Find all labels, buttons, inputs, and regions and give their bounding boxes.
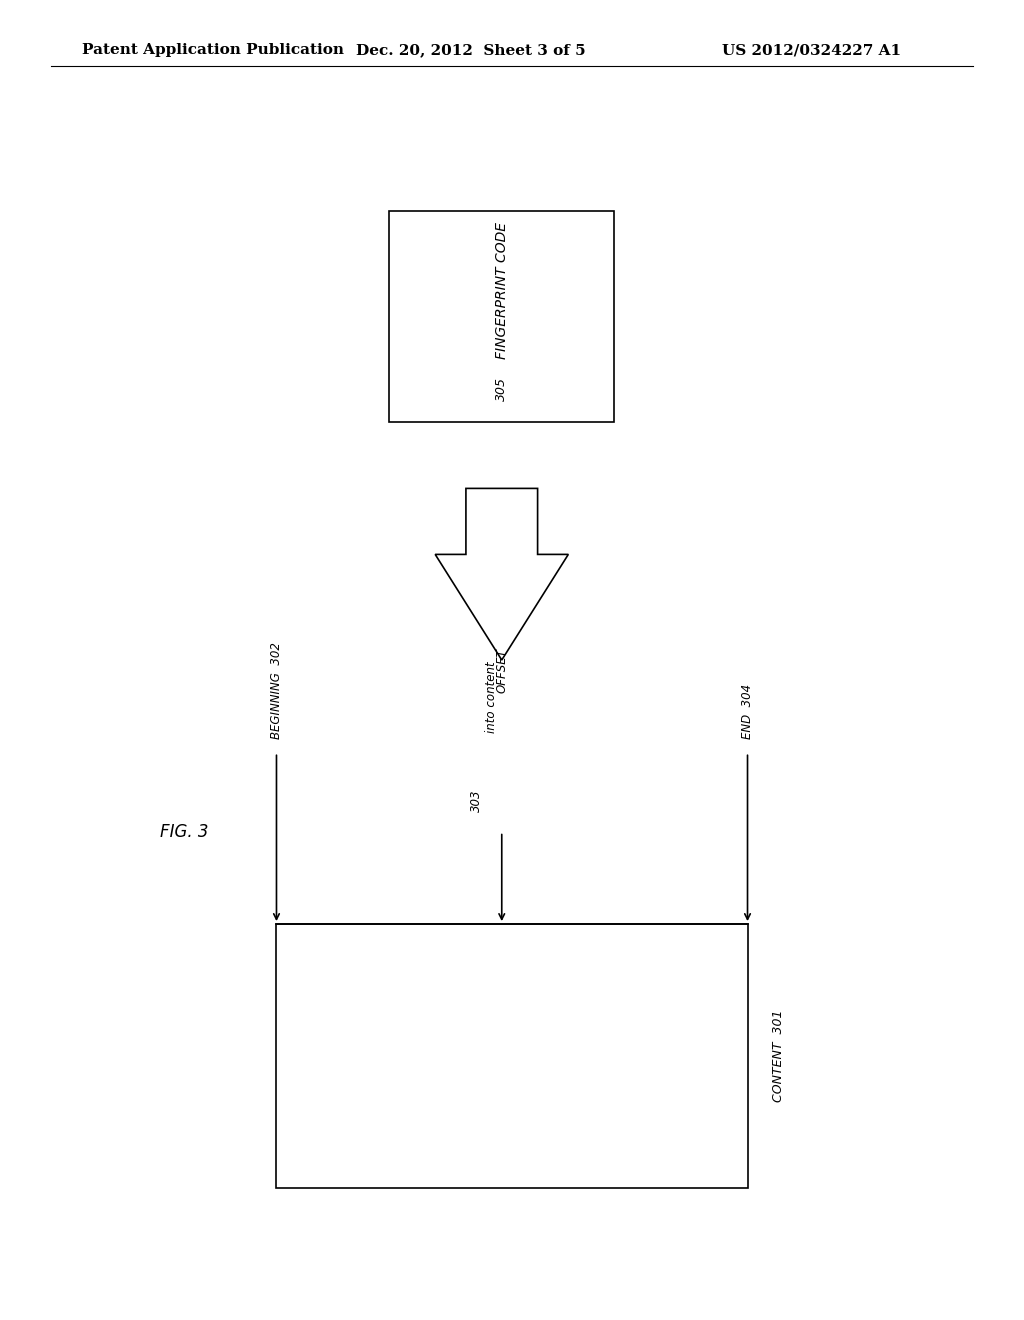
Bar (276, 924, 748, 1188)
Bar (389, 211, 614, 422)
Polygon shape (435, 488, 568, 660)
Text: 303: 303 (470, 789, 482, 812)
Text: Patent Application Publication: Patent Application Publication (82, 44, 344, 57)
Text: END  304: END 304 (741, 684, 754, 739)
Text: US 2012/0324227 A1: US 2012/0324227 A1 (722, 44, 901, 57)
Text: BEGINNING  302: BEGINNING 302 (270, 643, 283, 739)
Text: OFFSET: OFFSET (496, 648, 508, 693)
Text: into content: into content (485, 661, 498, 733)
Text: Dec. 20, 2012  Sheet 3 of 5: Dec. 20, 2012 Sheet 3 of 5 (356, 44, 586, 57)
Text: CONTENT  301: CONTENT 301 (772, 1010, 784, 1102)
Text: FIG. 3: FIG. 3 (160, 822, 209, 841)
Text: 305: 305 (496, 378, 508, 401)
Text: FINGERPRINT CODE: FINGERPRINT CODE (495, 222, 509, 359)
